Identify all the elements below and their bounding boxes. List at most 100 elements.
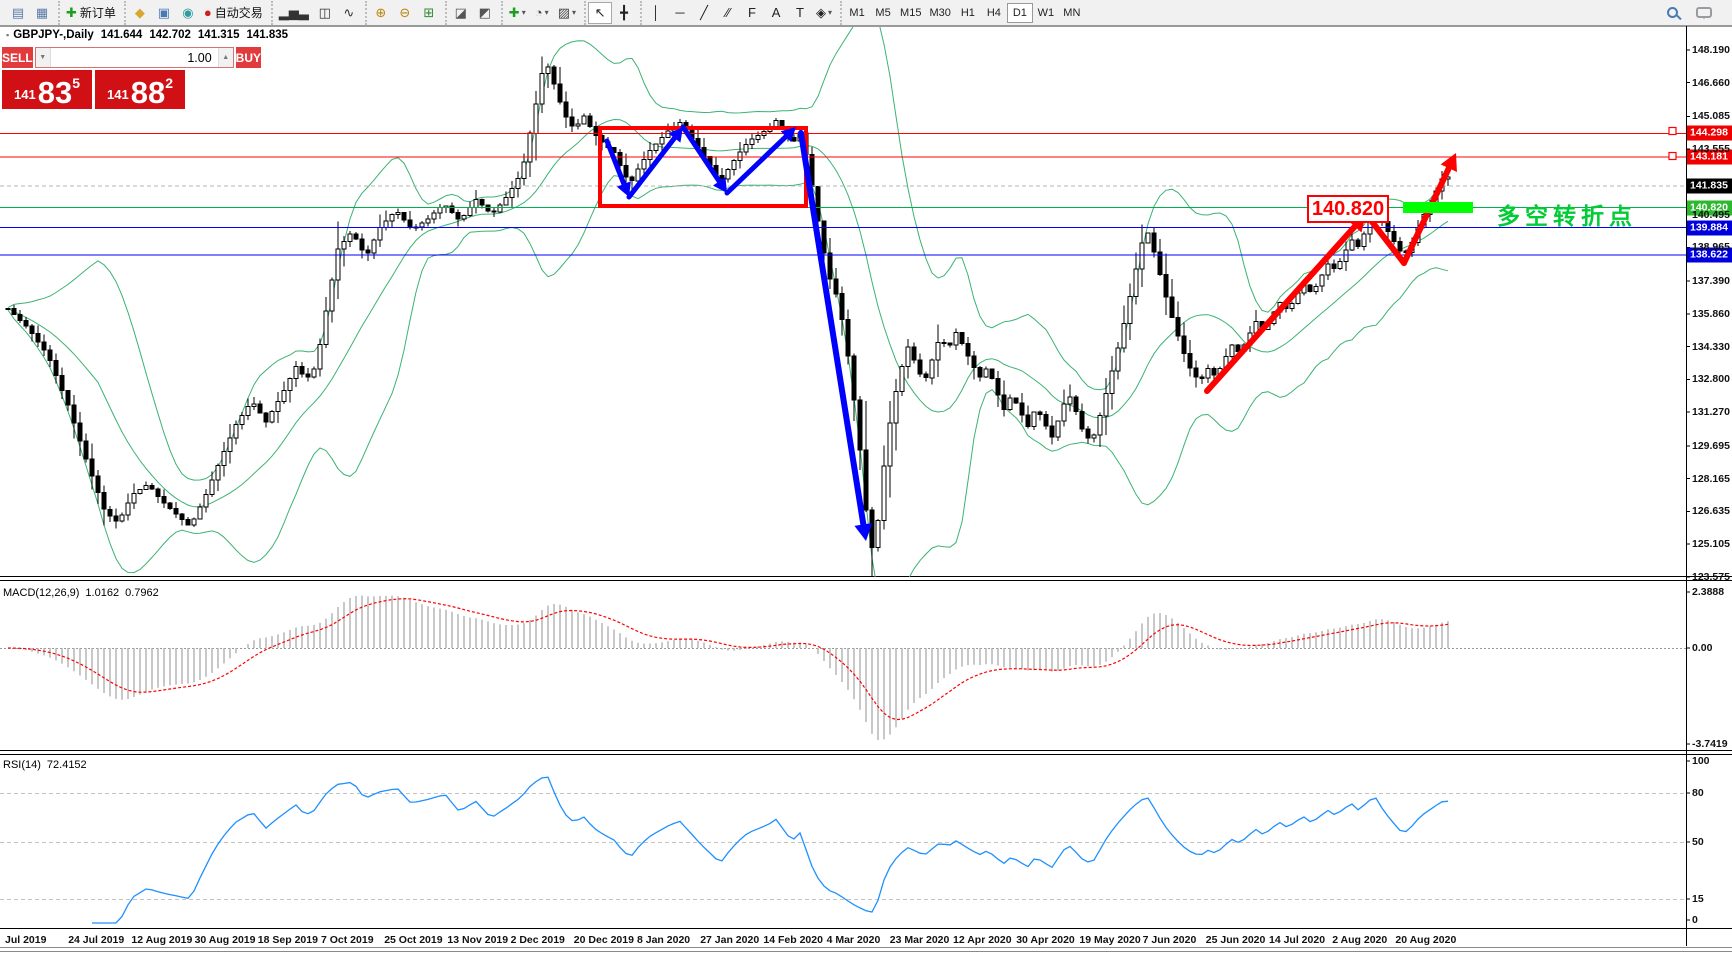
crosshair-button[interactable]: ╋: [612, 2, 636, 24]
template-button[interactable]: ▨ ▾: [554, 2, 580, 24]
volume-increase-button[interactable]: ▲: [217, 48, 233, 67]
vertical-line-button[interactable]: │: [644, 2, 668, 24]
add-indicator-button[interactable]: ✚ ▾: [505, 2, 530, 24]
rsi-value: 72.4152: [46, 759, 87, 771]
price-tick-137.390: 137.390: [1692, 275, 1730, 288]
autotrading-button[interactable]: ● 自动交易: [200, 2, 267, 24]
rsi-axis-50: 50: [1692, 836, 1704, 848]
price-badge-140.820: 140.820: [1687, 200, 1732, 216]
macd-indicator-label: MACD(12,26,9) 1.0162 0.7962: [3, 587, 159, 599]
add-indicator-icon: ✚: [508, 4, 520, 20]
timeframe-m5[interactable]: M5: [875, 6, 891, 19]
text-button[interactable]: A: [764, 2, 788, 24]
market-watch-button[interactable]: ▤: [6, 2, 30, 24]
bid-price-display[interactable]: 141 83 5: [2, 70, 92, 109]
new-order-button[interactable]: ✚ 新订单: [62, 2, 120, 24]
signals-icon: ◉: [182, 4, 194, 20]
dropdown-arrow-icon[interactable]: ▾: [828, 8, 833, 17]
shapes-button[interactable]: ◈ ▾: [812, 2, 836, 24]
sell-button[interactable]: SELL: [2, 47, 33, 68]
data-window-button[interactable]: ▦: [30, 2, 54, 24]
zoom-out-button[interactable]: ⊖: [393, 2, 417, 24]
rsi-axis-0: 0: [1692, 914, 1698, 926]
macd-axis--3.7419: -3.7419: [1692, 738, 1728, 750]
date-label-16: 30 Apr 2020: [1016, 934, 1075, 946]
volume-input[interactable]: [50, 48, 218, 67]
ask-price-display[interactable]: 141 88 2: [95, 70, 185, 109]
date-label-7: 13 Nov 2019: [447, 934, 509, 946]
date-label-4: 18 Sep 2019: [257, 934, 318, 946]
toolbar-group: ✚ 新订单: [58, 0, 122, 25]
dropdown-arrow-icon[interactable]: ▾: [521, 8, 526, 17]
tile-windows-icon: ⊞: [423, 4, 435, 20]
candlestick-chart-button[interactable]: ◫: [313, 2, 337, 24]
date-label-11: 27 Jan 2020: [700, 934, 760, 946]
rsi-axis-100: 100: [1692, 755, 1710, 767]
zoom-in-icon: ⊕: [375, 4, 387, 20]
signals-button[interactable]: ◉: [176, 2, 200, 24]
search-icon[interactable]: [1667, 7, 1678, 18]
dropdown-arrow-icon[interactable]: ▾: [544, 8, 549, 17]
annotation-turning-point-text[interactable]: 多空转折点: [1497, 203, 1637, 229]
new-subwindow-icon: ◪: [454, 4, 467, 20]
trendline-button[interactable]: ╱: [692, 2, 716, 24]
dropdown-arrow-icon[interactable]: ▾: [572, 8, 577, 17]
line-chart-button[interactable]: ∿: [337, 2, 361, 24]
vertical-line-icon: │: [651, 5, 661, 20]
fibonacci-button[interactable]: F: [740, 2, 764, 24]
volume-decrease-button[interactable]: ▼: [35, 48, 51, 67]
autotrading-icon: ●: [203, 5, 212, 20]
timeframe-h1[interactable]: H1: [960, 6, 975, 19]
rsi-axis-80: 80: [1692, 787, 1704, 799]
tile-windows-button[interactable]: ⊞: [417, 2, 441, 24]
price-tick-134.330: 134.330: [1692, 340, 1730, 353]
autoscroll-button[interactable]: ◩: [473, 2, 497, 24]
price-tick-138.965: 138.965: [1692, 241, 1730, 254]
zoom-in-button[interactable]: ⊕: [369, 2, 393, 24]
date-label-3: 30 Aug 2019: [194, 934, 256, 946]
annotation-price-label[interactable]: 140.820: [1307, 195, 1389, 223]
timeframe-m30[interactable]: M30: [929, 6, 951, 19]
line-chart-icon: ∿: [343, 4, 355, 20]
price-tick-128.165: 128.165: [1692, 472, 1730, 485]
date-label-12: 14 Feb 2020: [763, 934, 823, 946]
price-badge-143.181: 143.181: [1687, 149, 1732, 165]
ohlc-high: 142.702: [149, 29, 191, 41]
chat-icon[interactable]: [1696, 7, 1712, 19]
date-label-9: 20 Dec 2019: [573, 934, 634, 946]
timeframe-m1[interactable]: M1: [849, 6, 865, 19]
new-order-icon: ✚: [66, 4, 77, 20]
autoscroll-icon: ◩: [478, 4, 491, 20]
channel-button[interactable]: ⁄⁄: [716, 2, 740, 24]
timeframe-d1[interactable]: D1: [1006, 2, 1033, 23]
new-order-label: 新订单: [79, 6, 116, 20]
price-tick-126.635: 126.635: [1692, 505, 1730, 518]
period-button[interactable]: ◔ ▾: [530, 2, 554, 24]
timeframe-w1[interactable]: W1: [1037, 6, 1055, 19]
toolbar-group: ▂▅▃ ◫ ∿: [270, 0, 363, 25]
toolbar-group: ◆ ▣ ◉ ● 自动交易: [123, 0, 269, 25]
toolbar-group: ↖ ╋: [584, 0, 638, 25]
toolbar-group: ✚ ▾ ◔ ▾ ▨ ▾: [500, 0, 582, 25]
bar-chart-button[interactable]: ▂▅▃: [275, 2, 313, 24]
cursor-button[interactable]: ↖: [588, 1, 613, 24]
ask-main: 88: [130, 75, 166, 110]
date-label-10: 8 Jan 2020: [637, 934, 691, 946]
buy-button[interactable]: BUY: [235, 47, 262, 68]
timeframe-h4[interactable]: H4: [986, 6, 1001, 19]
date-label-13: 4 Mar 2020: [826, 934, 881, 946]
timeframe-m15[interactable]: M15: [900, 6, 922, 19]
new-subwindow-button[interactable]: ◪: [449, 2, 473, 24]
label-button[interactable]: T: [788, 2, 812, 24]
gold-symbol-button[interactable]: ◆: [128, 2, 152, 24]
metaeditor-button[interactable]: ▣: [152, 2, 176, 24]
ohlc-open: 141.644: [100, 29, 143, 41]
date-label-1: 24 Jul 2019: [68, 934, 125, 946]
rsi-axis-15: 15: [1692, 893, 1704, 905]
data-window-icon: ▦: [35, 4, 49, 20]
horizontal-line-button[interactable]: ─: [668, 2, 692, 24]
timeframe-mn[interactable]: MN: [1063, 6, 1081, 19]
